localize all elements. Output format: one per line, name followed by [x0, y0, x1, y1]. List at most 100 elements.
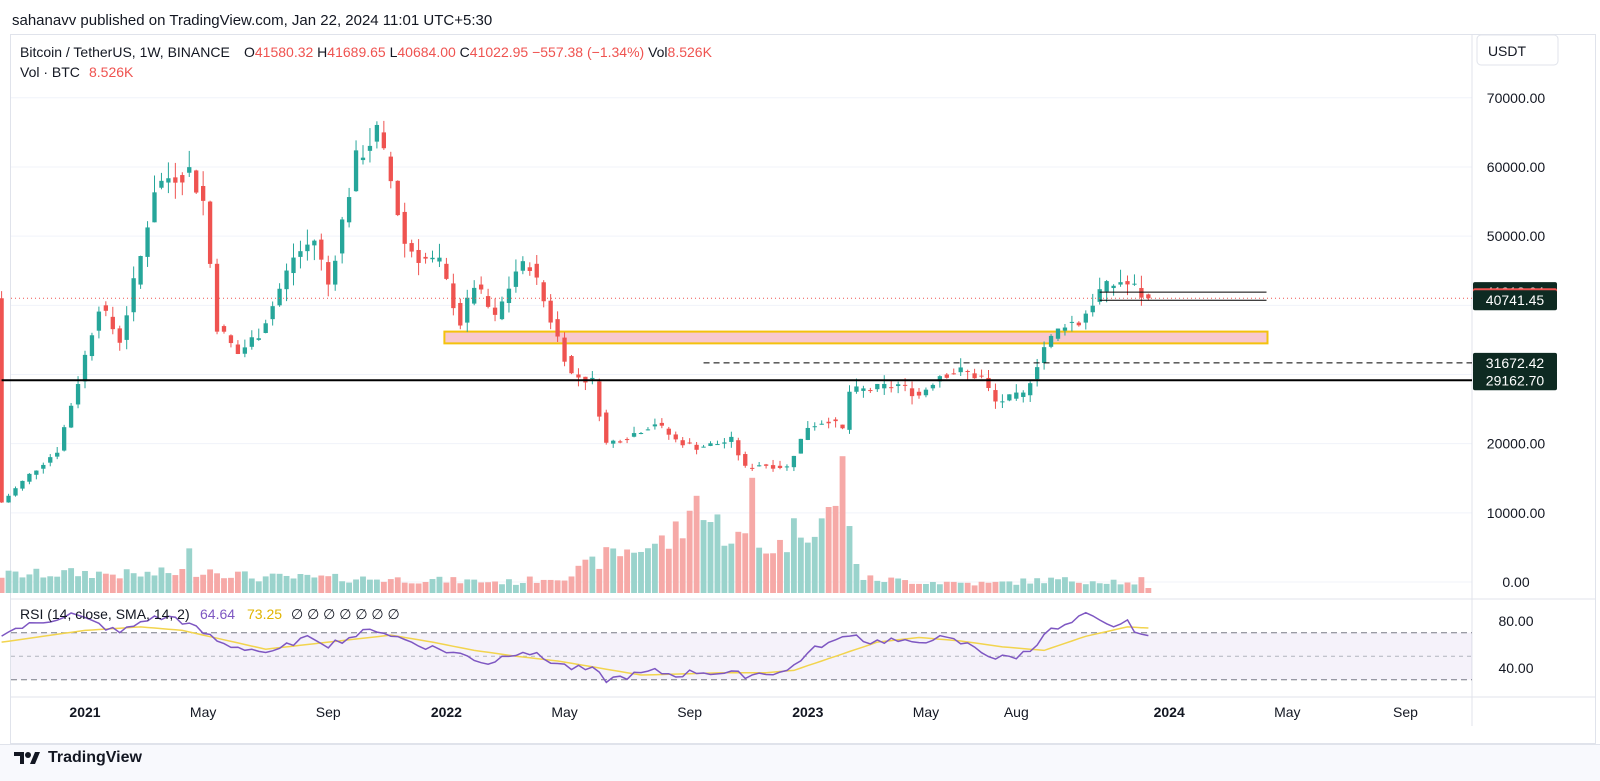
volume-bar [728, 543, 735, 593]
volume-bar [881, 582, 888, 593]
candle-body [868, 390, 873, 392]
volume-bar [929, 581, 936, 593]
candle-body [34, 470, 39, 475]
symbol-legend: Bitcoin / TetherUS, 1W, BINANCE [20, 44, 230, 60]
volume-bar [172, 575, 179, 593]
volume-bar [325, 576, 332, 593]
volume-legend-value: 8.526K [89, 64, 134, 80]
currency-button-box[interactable] [1476, 34, 1559, 66]
ohlc-part-0: O [244, 44, 255, 60]
candle-body [729, 436, 734, 442]
volume-bar [790, 518, 797, 593]
candle-body [854, 386, 859, 392]
rsi-pane: 80.00 40.00 [1, 611, 1534, 684]
candle-body [173, 177, 178, 183]
candle-body [326, 262, 331, 285]
volume-bar [895, 578, 902, 593]
candle-body [770, 465, 776, 469]
volume-bar [846, 526, 853, 593]
volume-bar [1082, 584, 1089, 593]
volume-bar [1006, 581, 1013, 593]
candle-body [228, 335, 234, 344]
candle-body [284, 270, 289, 290]
volume-bar [394, 577, 401, 593]
candle-body [847, 391, 852, 430]
candle-body [631, 433, 637, 437]
candle-body [694, 444, 699, 450]
tradingview-logo-icon [14, 752, 40, 764]
rsi-sma-value: 73.25 [247, 606, 282, 622]
volume-bar [332, 573, 339, 593]
candle-body [604, 412, 609, 443]
candle-body [20, 480, 25, 489]
ohlc-part-3: 41689.65 [327, 44, 386, 60]
currency-label[interactable]: USDT [1488, 43, 1527, 59]
price-axis[interactable]: 70000.00 60000.00 50000.00 20000.00 10000.00… [1473, 90, 1557, 590]
candle-body [6, 495, 11, 503]
candle-body [965, 371, 970, 373]
candle-body [666, 428, 671, 435]
volume-bar [262, 576, 269, 593]
candle-body [256, 338, 261, 340]
volume-bar [373, 579, 380, 593]
symbol-name[interactable]: Bitcoin / TetherUS, 1W, BINANCE [20, 44, 230, 60]
volume-bar [360, 576, 366, 593]
volume-legend: Vol · BTC 8.526K [20, 64, 134, 80]
footer-bar [0, 744, 1600, 781]
candle-body [124, 315, 129, 340]
volume-bar [770, 553, 776, 593]
price-label-text: 40741.45 [1486, 292, 1545, 308]
volume-bar [971, 585, 978, 593]
candle-body [520, 261, 526, 271]
volume-bar [589, 556, 596, 593]
volume-bar [1068, 581, 1075, 593]
volume-bar [658, 535, 665, 593]
candle-body [492, 307, 498, 315]
volume-bar [283, 575, 290, 593]
candle-body [270, 306, 275, 320]
candle-body [534, 263, 539, 278]
candle-body [611, 440, 616, 444]
volume-bar [735, 531, 742, 593]
price-label-box [1473, 370, 1557, 391]
volume-bar [950, 581, 957, 593]
time-tick-label: May [190, 704, 216, 720]
candle-body [48, 457, 53, 463]
volume-bar [89, 578, 95, 593]
candle-body [458, 303, 463, 326]
candle-body [423, 256, 428, 259]
volume-bar [797, 537, 804, 593]
volume-bar [825, 507, 832, 593]
volume-bar [763, 553, 770, 593]
volume-bar [450, 577, 457, 593]
volume-bar [964, 582, 971, 593]
candle-body [972, 373, 977, 379]
price-tick-label: 10000.00 [1487, 505, 1546, 521]
candle-body [805, 427, 810, 440]
volume-bar [429, 579, 436, 593]
volume-bar [916, 583, 922, 593]
volume-bar [33, 568, 40, 593]
volume-bar [617, 556, 624, 593]
volume-bar [186, 548, 193, 593]
time-axis[interactable]: 2021 May Sep 2022 May Sep 2023 May Aug 2024 May Sep [69, 704, 1418, 720]
volume-bar [387, 579, 394, 593]
candle-body [1083, 313, 1088, 323]
volume-bar [888, 577, 895, 593]
volume-bar [415, 583, 422, 593]
candle-body [645, 429, 651, 431]
candle-body [451, 283, 456, 309]
price-tick-label: 50000.00 [1487, 228, 1546, 244]
candle-body [923, 389, 929, 396]
currency-button[interactable]: USDT [1476, 34, 1559, 66]
volume-bar [860, 579, 867, 593]
volume-bar [346, 582, 353, 593]
candle-body [659, 422, 665, 426]
volume-bar [1103, 583, 1110, 593]
time-tick-label: Sep [316, 704, 341, 720]
candle-body [708, 443, 713, 446]
rsi-legend-label[interactable]: RSI (14, close, SMA, 14, 2) [20, 606, 190, 622]
tradingview-brand[interactable]: TradingView [12, 748, 142, 768]
volume-bar [26, 574, 33, 593]
